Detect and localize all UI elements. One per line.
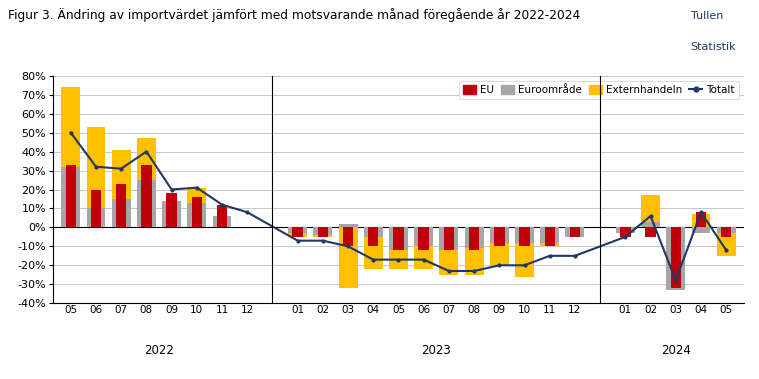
Bar [393, 227, 404, 250]
Bar [187, 203, 206, 227]
Bar [339, 224, 357, 227]
Bar [313, 227, 332, 235]
Bar [439, 227, 458, 250]
Bar [696, 212, 706, 227]
Bar [465, 227, 483, 248]
Bar [444, 227, 454, 250]
Text: Tullen: Tullen [691, 11, 723, 21]
Bar [666, 227, 685, 290]
Bar [137, 138, 156, 227]
Bar [65, 165, 76, 227]
Bar [691, 214, 710, 227]
Bar [490, 227, 509, 265]
Bar [213, 216, 231, 227]
Bar [616, 227, 635, 233]
Bar [439, 227, 458, 275]
Bar [91, 190, 101, 227]
Bar [716, 227, 735, 233]
Bar [292, 227, 303, 237]
Bar [641, 195, 660, 227]
Bar [490, 227, 509, 243]
Bar [166, 193, 177, 227]
Bar [565, 227, 584, 237]
Bar [339, 227, 357, 288]
Bar [141, 165, 152, 227]
Bar [162, 201, 181, 227]
Bar [494, 227, 505, 246]
Text: 2023: 2023 [421, 344, 451, 357]
Bar [389, 227, 408, 269]
Bar [691, 227, 710, 233]
Text: 2022: 2022 [144, 344, 174, 357]
Bar [616, 227, 635, 233]
Bar [670, 227, 681, 288]
Bar [389, 227, 408, 250]
Bar [343, 227, 353, 246]
Bar [313, 227, 332, 237]
Bar [288, 227, 307, 233]
Bar [61, 87, 80, 227]
Bar [519, 227, 530, 246]
Bar [87, 127, 106, 227]
Bar [364, 227, 383, 237]
Bar [540, 227, 559, 246]
Text: Statistik: Statistik [691, 42, 736, 52]
Bar [112, 150, 131, 227]
Bar [620, 227, 631, 237]
Bar [137, 180, 156, 227]
Bar [666, 227, 685, 275]
Bar [418, 227, 429, 250]
Bar [515, 227, 534, 277]
Bar [187, 188, 206, 227]
Legend: EU, Euroområde, Externhandeln, Totalt: EU, Euroområde, Externhandeln, Totalt [459, 81, 739, 99]
Bar [368, 227, 379, 246]
Bar [645, 227, 656, 237]
Bar [414, 227, 433, 246]
Bar [318, 227, 328, 237]
Bar [469, 227, 479, 250]
Text: Figur 3. Ändring av importvärdet jämfört med motsvarande månad föregående år 202: Figur 3. Ändring av importvärdet jämfört… [8, 8, 580, 22]
Bar [213, 218, 231, 227]
Bar [191, 197, 202, 227]
Bar [87, 208, 106, 227]
Bar [112, 199, 131, 227]
Bar [716, 227, 735, 256]
Bar [414, 227, 433, 269]
Bar [721, 227, 732, 237]
Bar [641, 222, 660, 227]
Bar [540, 227, 559, 243]
Bar [116, 184, 127, 227]
Bar [465, 227, 483, 275]
Bar [217, 205, 227, 227]
Bar [544, 227, 555, 246]
Bar [364, 227, 383, 269]
Bar [565, 227, 584, 237]
Bar [570, 227, 580, 237]
Text: 2024: 2024 [661, 344, 691, 357]
Bar [288, 227, 307, 237]
Bar [61, 167, 80, 227]
Bar [162, 201, 181, 227]
Bar [515, 227, 534, 243]
